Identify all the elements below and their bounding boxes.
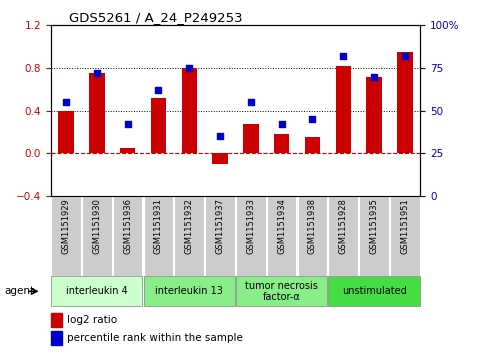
Text: GSM1151934: GSM1151934 [277, 199, 286, 254]
FancyBboxPatch shape [236, 196, 266, 276]
Text: tumor necrosis
factor-α: tumor necrosis factor-α [245, 281, 318, 302]
Text: interleukin 13: interleukin 13 [156, 286, 223, 296]
Point [340, 53, 347, 59]
Text: GSM1151933: GSM1151933 [246, 199, 256, 254]
Bar [151, 98, 166, 153]
Bar [397, 52, 412, 153]
Point [247, 99, 255, 105]
FancyBboxPatch shape [236, 277, 327, 306]
Bar [213, 153, 228, 164]
FancyBboxPatch shape [359, 196, 389, 276]
FancyBboxPatch shape [51, 196, 81, 276]
Bar [243, 123, 258, 153]
FancyBboxPatch shape [144, 277, 235, 306]
Point [155, 87, 162, 93]
Text: interleukin 4: interleukin 4 [66, 286, 128, 296]
Text: agent: agent [5, 286, 35, 296]
Text: percentile rank within the sample: percentile rank within the sample [67, 333, 243, 343]
Point [216, 133, 224, 139]
FancyBboxPatch shape [51, 277, 142, 306]
Bar [182, 68, 197, 153]
Bar [120, 148, 135, 153]
Bar [89, 73, 105, 153]
Point [62, 99, 70, 105]
Point [93, 70, 101, 76]
FancyBboxPatch shape [113, 196, 142, 276]
Bar [336, 66, 351, 153]
FancyBboxPatch shape [390, 196, 420, 276]
Text: unstimulated: unstimulated [341, 286, 406, 296]
Text: GSM1151928: GSM1151928 [339, 199, 348, 254]
Point [401, 53, 409, 59]
FancyBboxPatch shape [144, 196, 173, 276]
Text: GSM1151936: GSM1151936 [123, 199, 132, 254]
Bar [366, 77, 382, 153]
Point [370, 74, 378, 79]
FancyBboxPatch shape [267, 196, 297, 276]
Text: log2 ratio: log2 ratio [67, 315, 117, 325]
Text: GSM1151932: GSM1151932 [185, 199, 194, 254]
FancyBboxPatch shape [298, 196, 327, 276]
FancyBboxPatch shape [174, 196, 204, 276]
Text: GSM1151931: GSM1151931 [154, 199, 163, 254]
Point [185, 65, 193, 71]
Bar [274, 134, 289, 153]
Bar [51, 313, 62, 327]
Bar [305, 137, 320, 153]
Bar [58, 111, 74, 153]
Point [278, 122, 285, 127]
Text: GSM1151937: GSM1151937 [215, 199, 225, 254]
FancyBboxPatch shape [328, 196, 358, 276]
Point [309, 116, 316, 122]
Point [124, 122, 131, 127]
FancyBboxPatch shape [205, 196, 235, 276]
Text: GSM1151929: GSM1151929 [62, 199, 71, 254]
FancyBboxPatch shape [82, 196, 112, 276]
FancyBboxPatch shape [328, 277, 420, 306]
Text: GSM1151930: GSM1151930 [92, 199, 101, 254]
Text: GSM1151951: GSM1151951 [400, 199, 409, 254]
Text: GSM1151938: GSM1151938 [308, 199, 317, 254]
Text: GSM1151935: GSM1151935 [369, 199, 379, 254]
Text: GDS5261 / A_24_P249253: GDS5261 / A_24_P249253 [69, 11, 243, 24]
Bar [51, 331, 62, 345]
